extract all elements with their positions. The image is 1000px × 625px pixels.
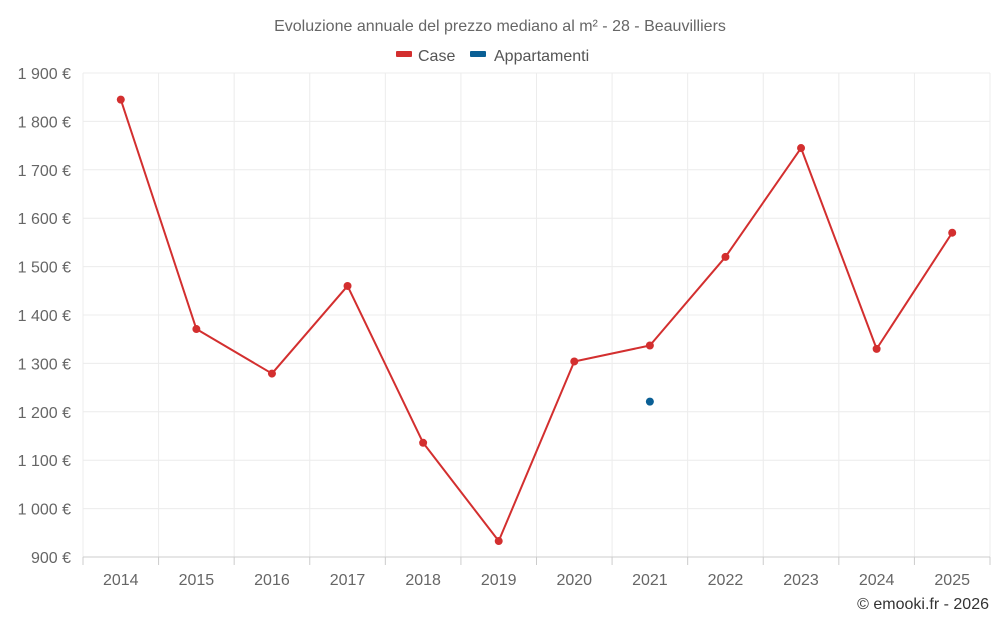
data-point-case-2014[interactable] — [116, 95, 125, 104]
legend-swatch-case — [396, 51, 412, 57]
series — [116, 95, 957, 546]
legend-item-case[interactable]: Case — [396, 48, 455, 65]
series-line-case — [119, 99, 954, 543]
y-tick-label: 1 000 € — [18, 502, 71, 519]
y-tick-label: 1 100 € — [18, 453, 71, 470]
y-tick-label: 1 700 € — [18, 163, 71, 180]
data-point-appartamenti-2021[interactable] — [645, 397, 654, 406]
y-tick-label: 1 800 € — [18, 114, 71, 131]
grid — [82, 72, 991, 557]
x-tick-label: 2015 — [179, 572, 215, 589]
legend-item-appartamenti[interactable]: Appartamenti — [470, 48, 589, 65]
x-tick-label: 2017 — [330, 572, 366, 589]
data-point-case-2016[interactable] — [267, 369, 276, 378]
data-point-case-2023[interactable] — [797, 144, 806, 153]
credit-text: © emooki.fr - 2026 — [857, 596, 989, 613]
y-tick-label: 1 500 € — [18, 260, 71, 277]
x-tick-label: 2018 — [405, 572, 441, 589]
data-point-case-2020[interactable] — [570, 357, 579, 366]
data-point-case-2022[interactable] — [721, 252, 730, 261]
chart-title: Evoluzione annuale del prezzo mediano al… — [274, 18, 726, 35]
legend-label-appartamenti: Appartamenti — [494, 48, 589, 65]
data-point-case-2017[interactable] — [343, 281, 352, 290]
legend-label-case: Case — [418, 48, 455, 65]
legend: Case Appartamenti — [396, 48, 589, 65]
x-tick-label: 2024 — [859, 572, 895, 589]
x-tick-label: 2019 — [481, 572, 517, 589]
x-tick-label: 2014 — [103, 572, 139, 589]
y-tick-label: 1 200 € — [18, 405, 71, 422]
axes: 900 € 1 000 € 1 100 € 1 200 € 1 300 € 1 400 €… — [18, 66, 991, 589]
data-point-case-2021[interactable] — [645, 341, 654, 350]
data-point-case-2018[interactable] — [419, 438, 428, 447]
data-point-case-2025[interactable] — [948, 228, 957, 237]
y-tick-label: 1 600 € — [18, 211, 71, 228]
x-tick-label: 2016 — [254, 572, 290, 589]
y-tick-label: 1 900 € — [18, 66, 71, 83]
x-tick-label: 2023 — [783, 572, 819, 589]
x-tick-label: 2022 — [708, 572, 744, 589]
legend-swatch-appartamenti — [470, 51, 486, 57]
y-tick-label: 900 € — [31, 550, 71, 567]
y-tick-label: 1 300 € — [18, 356, 71, 373]
x-tick-label: 2021 — [632, 572, 668, 589]
data-point-case-2024[interactable] — [872, 344, 881, 353]
y-tick-label: 1 400 € — [18, 308, 71, 325]
data-point-case-2019[interactable] — [494, 537, 503, 546]
data-point-case-2015[interactable] — [192, 325, 201, 334]
x-tick-label: 2025 — [934, 572, 970, 589]
x-tick-label: 2020 — [556, 572, 592, 589]
